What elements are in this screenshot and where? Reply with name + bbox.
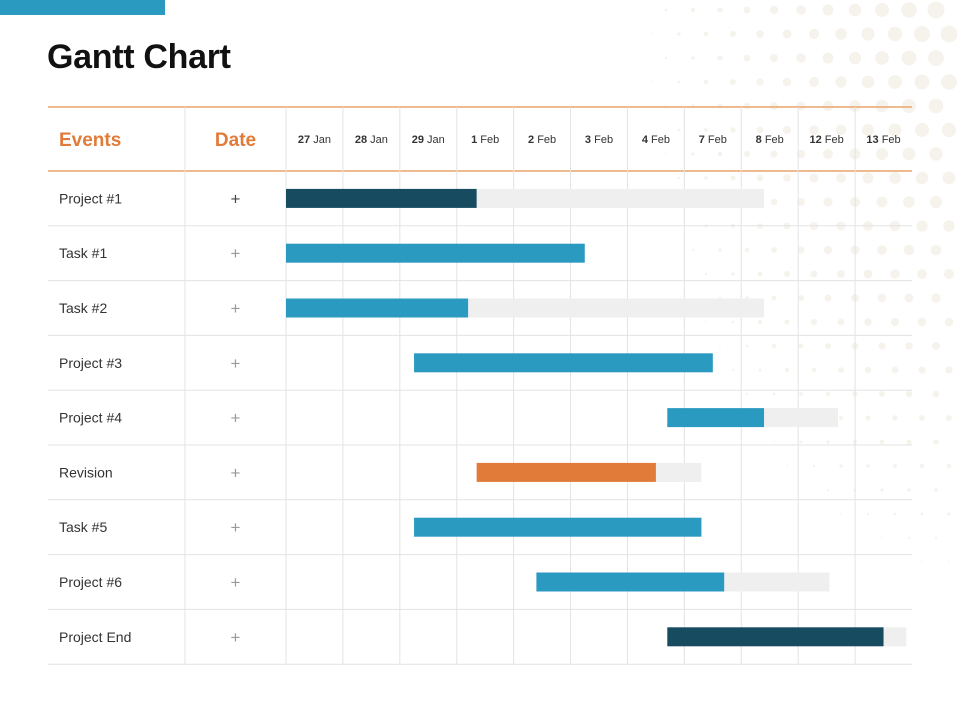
- gantt-bar-progress: [667, 408, 765, 428]
- date-column-label: 29 Jan: [412, 134, 445, 146]
- gantt-bar-remaining: [655, 462, 702, 482]
- gantt-bar-progress: [476, 462, 656, 482]
- task-label: Revision: [59, 464, 113, 480]
- task-label: Project #1: [59, 190, 122, 206]
- page-title: Gantt Chart: [47, 38, 231, 76]
- task-label: Project #6: [59, 574, 122, 590]
- date-column-label: 4 Feb: [642, 134, 670, 146]
- task-label: Task #2: [59, 300, 107, 316]
- date-column-label: 1 Feb: [471, 134, 499, 146]
- date-plus-icon: +: [231, 354, 241, 373]
- date-plus-icon: +: [231, 463, 241, 482]
- gantt-bar-progress: [414, 353, 713, 373]
- date-column-label: 7 Feb: [699, 134, 727, 146]
- task-label: Project End: [59, 629, 131, 645]
- task-label: Task #5: [59, 519, 107, 535]
- date-plus-icon: +: [231, 628, 241, 647]
- gantt-bar-remaining: [468, 298, 765, 318]
- gantt-bar-progress: [286, 188, 477, 208]
- gantt-bar-remaining: [883, 627, 907, 647]
- date-column-label: 8 Feb: [756, 134, 784, 146]
- date-column-label: 13 Feb: [866, 134, 900, 146]
- date-column-label: 27 Jan: [298, 134, 331, 146]
- gantt-bar-remaining: [764, 408, 839, 428]
- date-plus-icon: +: [231, 518, 241, 537]
- header-events: Events: [59, 130, 121, 151]
- gantt-bar-progress: [286, 298, 469, 318]
- gantt-bar-progress: [536, 572, 725, 592]
- task-label: Project #3: [59, 355, 122, 371]
- date-column-label: 3 Feb: [585, 134, 613, 146]
- date-column-label: 12 Feb: [810, 134, 844, 146]
- gantt-bar-remaining: [724, 572, 830, 592]
- date-plus-icon: +: [231, 409, 241, 428]
- task-label: Project #4: [59, 410, 122, 426]
- date-plus-icon: +: [231, 244, 241, 263]
- date-plus-icon: +: [231, 573, 241, 592]
- header-date: Date: [215, 130, 256, 151]
- gantt-bar-progress: [667, 627, 884, 647]
- top-accent-bar: [0, 0, 165, 15]
- date-column-label: 2 Feb: [528, 134, 556, 146]
- task-label: Task #1: [59, 245, 107, 261]
- gantt-bar-progress: [286, 243, 585, 263]
- gantt-bar-remaining: [476, 188, 765, 208]
- date-plus-icon: +: [231, 299, 241, 318]
- date-plus-icon: +: [231, 189, 241, 208]
- gantt-bar-progress: [414, 517, 702, 537]
- date-column-label: 28 Jan: [355, 134, 388, 146]
